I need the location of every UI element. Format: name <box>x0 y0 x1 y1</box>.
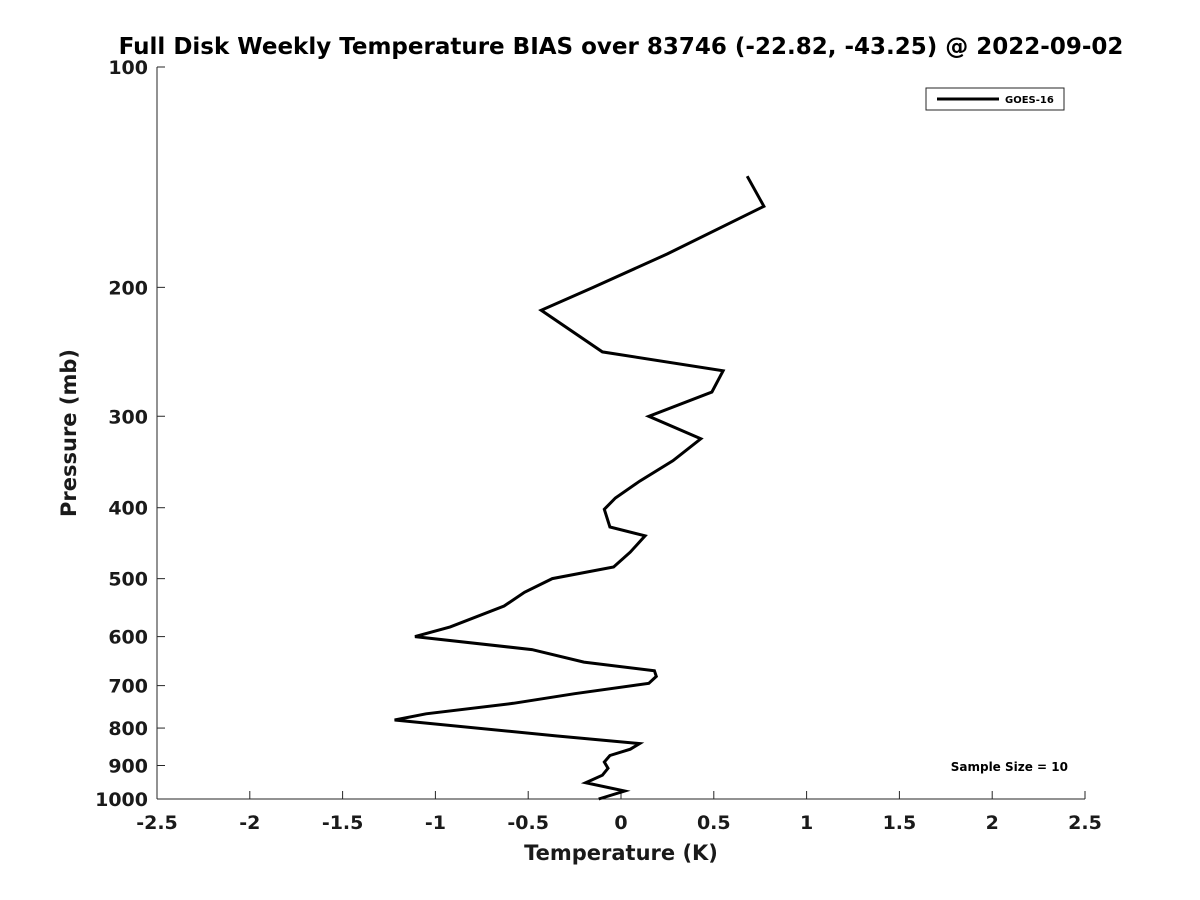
x-tick-label: 2.5 <box>1068 812 1102 834</box>
x-tick-label: 2 <box>986 812 999 834</box>
x-tick-label: -2.5 <box>136 812 178 834</box>
series-layer <box>394 175 766 801</box>
legend: GOES-16 <box>925 87 1065 111</box>
y-tick-label: 700 <box>108 676 148 698</box>
y-tick-label: 800 <box>108 718 148 740</box>
series-line-goes-16 <box>394 175 766 801</box>
x-tick-label: -1.5 <box>322 812 364 834</box>
legend-label-goes-16: GOES-16 <box>1005 95 1054 106</box>
y-tick-label: 300 <box>108 406 148 428</box>
x-tick-label: -0.5 <box>507 812 549 834</box>
x-tick-label: 1 <box>800 812 813 834</box>
y-tick-label: 600 <box>108 627 148 649</box>
y-tick-label: 400 <box>108 498 148 520</box>
x-tick-label: 0.5 <box>697 812 731 834</box>
x-tick-label: -2 <box>239 812 260 834</box>
y-tick-label: 200 <box>108 277 148 299</box>
y-tick-label: 900 <box>108 756 148 778</box>
x-tick-label: 1.5 <box>883 812 917 834</box>
y-tick-label: 1000 <box>95 789 148 811</box>
y-tick-label: 500 <box>108 569 148 591</box>
y-axis-ticks: 100 200 300 400 500 600 700 800 900 1000 <box>95 57 165 811</box>
plot-area: 100 200 300 400 500 600 700 800 900 1000 -2.5 -2 -1… <box>95 57 1102 834</box>
sample-size-annotation: Sample Size = 10 <box>951 760 1068 774</box>
y-axis-label: Pressure (mb) <box>57 349 81 517</box>
chart-title: Full Disk Weekly Temperature BIAS over 8… <box>119 34 1124 60</box>
x-tick-label: -1 <box>425 812 446 834</box>
x-tick-label: 0 <box>614 812 627 834</box>
y-tick-label: 100 <box>108 57 148 79</box>
x-axis-label: Temperature (K) <box>524 841 718 865</box>
x-axis-ticks: -2.5 -2 -1.5 -1 -0.5 0 0.5 1 1.5 2 2.5 <box>136 791 1102 834</box>
